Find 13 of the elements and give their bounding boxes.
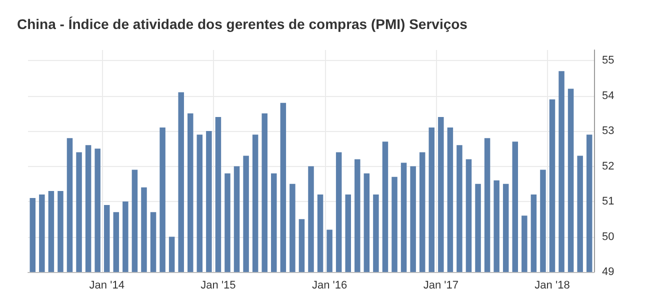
x-tick-label: Jan '18 xyxy=(534,280,570,292)
y-tick-label: 49 xyxy=(602,266,614,278)
y-tick-label: 50 xyxy=(602,230,614,243)
x-tick-label: Jan '15 xyxy=(200,280,236,292)
y-tick-label: 51 xyxy=(602,196,614,208)
y-tick-label: 54 xyxy=(602,90,614,102)
x-tick-label: Jan '14 xyxy=(89,280,124,292)
chart-title: China - Índice de atividade dos gerentes de compras (PMI) Serviços xyxy=(17,16,468,32)
x-tick-label: Jan '16 xyxy=(312,280,348,292)
y-tick-label: 55 xyxy=(602,54,614,67)
y-tick-label: 52 xyxy=(602,160,614,172)
x-tick-label: Jan '17 xyxy=(423,280,458,292)
y-tick-label: 53 xyxy=(602,125,614,138)
